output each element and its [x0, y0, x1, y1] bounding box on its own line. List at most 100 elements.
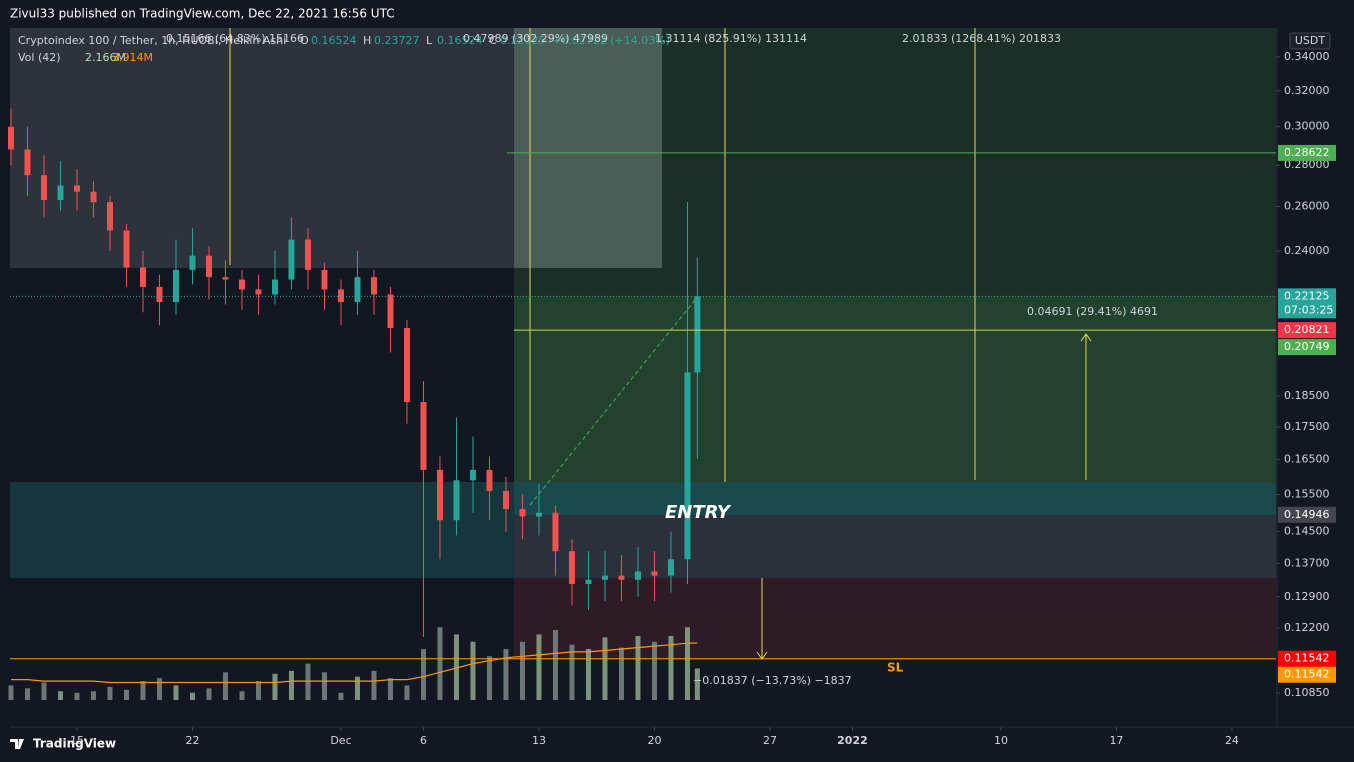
candle-body — [403, 328, 410, 403]
y-tick-label: 0.30000 — [1284, 120, 1330, 133]
annotation: 0.04691 (29.41%) 4691 — [1027, 305, 1158, 318]
y-tick-label: 0.15500 — [1284, 488, 1330, 501]
x-tick-label: 27 — [763, 734, 777, 747]
candle-body — [139, 267, 146, 287]
candle-body — [7, 126, 14, 150]
volume-bar — [321, 672, 327, 700]
candle-body — [255, 289, 262, 295]
volume-bar — [57, 691, 63, 700]
volume-bar — [470, 641, 476, 700]
annotation: 0.15166 (64.83%) 15166 — [166, 32, 304, 45]
candle-body — [304, 239, 311, 270]
y-tick-label: 0.12900 — [1284, 590, 1330, 603]
volume-bar — [272, 673, 278, 700]
candle-body — [238, 279, 245, 290]
candle-body — [420, 402, 427, 470]
candle-body — [90, 191, 97, 203]
volume-bar — [585, 649, 591, 700]
volume-bar — [156, 678, 162, 700]
price-tag-label: 0.11542 — [1284, 668, 1330, 681]
annotation: SL — [887, 661, 904, 675]
y-tick-label: 0.14500 — [1284, 525, 1330, 538]
volume-bar — [90, 691, 96, 700]
x-tick-label: 10 — [994, 734, 1008, 747]
ohlc-key: C — [489, 34, 497, 47]
ohlc-value: 0.23727 — [374, 34, 420, 47]
candle-body — [40, 175, 47, 201]
vol-value: 2.166M — [85, 51, 126, 64]
price-tag — [1278, 288, 1336, 319]
candle-body — [57, 185, 64, 201]
candle-body — [568, 551, 575, 584]
profit-zone — [514, 28, 1276, 482]
y-tick-label: 0.13700 — [1284, 556, 1330, 569]
ohlc-key: O — [300, 34, 309, 47]
y-tick-label: 0.24000 — [1284, 244, 1330, 257]
candle-body — [321, 269, 328, 290]
volume-bar — [206, 688, 212, 700]
volume-bar — [694, 668, 700, 700]
ohlc-value: 0.22125 — [500, 34, 546, 47]
entry-zone — [10, 482, 514, 578]
annotation: 1.31114 (825.91%) 131114 — [655, 32, 807, 45]
candle-body — [172, 269, 179, 303]
y-tick-label: 0.34000 — [1284, 50, 1330, 63]
y-tick-label: 0.26000 — [1284, 199, 1330, 212]
x-tick-label: Dec — [330, 734, 351, 747]
candle-body — [271, 279, 278, 295]
candle-body — [24, 149, 31, 176]
x-tick-label: 6 — [420, 734, 427, 747]
x-tick-label: 15 — [70, 734, 84, 747]
publisher: Zivul33 published on TradingView.com, De… — [10, 7, 395, 21]
x-tick-label: 2022 — [837, 734, 868, 747]
y-tick-label: 0.28000 — [1284, 158, 1330, 171]
trend-dash — [529, 299, 696, 506]
volume-bar — [437, 627, 443, 700]
candle-body — [436, 469, 443, 521]
entry-gray — [514, 515, 1276, 578]
price-tag — [1278, 506, 1336, 523]
y-tick-label: 0.17500 — [1284, 420, 1330, 433]
volume-bar — [684, 627, 690, 700]
loss-zone — [514, 578, 1276, 660]
candle-body — [123, 230, 130, 268]
volume-bar — [387, 678, 393, 700]
volume-bar — [41, 682, 47, 700]
candle-body — [502, 490, 509, 510]
x-tick-label: 20 — [647, 734, 661, 747]
x-tick-label: 17 — [1109, 734, 1123, 747]
candle-body — [651, 571, 658, 576]
volume-bar — [371, 670, 377, 700]
volume-bar — [602, 637, 608, 700]
currency-box — [1289, 32, 1331, 50]
ohlc-value: 0.16524 — [437, 34, 483, 47]
candle-body — [189, 255, 196, 270]
volume-bar — [536, 634, 542, 700]
plot-area — [10, 28, 1276, 727]
candle-body — [535, 512, 542, 517]
profit-zone-inner — [514, 296, 1276, 482]
candle-body — [469, 469, 476, 481]
x-tick-label: 13 — [532, 734, 546, 747]
candle-body — [370, 277, 377, 295]
candle-body — [453, 480, 460, 521]
volume-bar — [305, 663, 311, 700]
volume-bar — [8, 685, 14, 700]
candle-body — [288, 239, 295, 280]
candle-body — [387, 294, 394, 329]
change: +0.02722 (+14.03%) — [552, 34, 670, 47]
volume-bar — [140, 681, 146, 700]
candle-body — [684, 372, 691, 560]
annotation: 2.01833 (1268.41%) 201833 — [902, 32, 1061, 45]
volume-bar — [222, 672, 228, 700]
volume-bar — [668, 635, 674, 700]
symbol: Cryptoindex 100 / Tether, 1h, HUOBI, Hei… — [18, 34, 286, 47]
volume-bar — [288, 670, 294, 700]
candle-body — [667, 559, 674, 576]
y-tick-label: 0.16500 — [1284, 453, 1330, 466]
price-tag — [1278, 144, 1336, 161]
candle-body — [73, 185, 80, 192]
price-tag-label: 0.22125 — [1284, 289, 1330, 302]
volume-bar — [420, 649, 426, 700]
volume-bar — [618, 647, 624, 700]
